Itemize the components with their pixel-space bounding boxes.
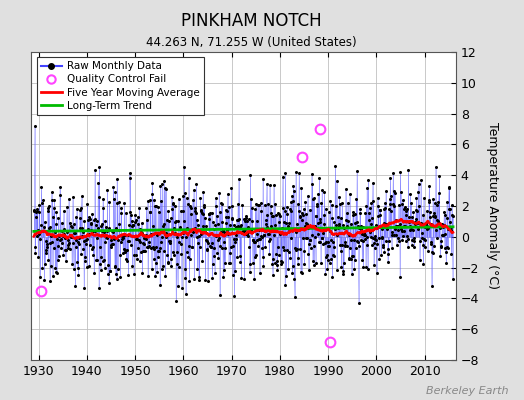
Text: PINKHAM NOTCH: PINKHAM NOTCH: [181, 12, 322, 30]
Text: Berkeley Earth: Berkeley Earth: [426, 386, 508, 396]
Legend: Raw Monthly Data, Quality Control Fail, Five Year Moving Average, Long-Term Tren: Raw Monthly Data, Quality Control Fail, …: [37, 57, 204, 115]
Text: 44.263 N, 71.255 W (United States): 44.263 N, 71.255 W (United States): [146, 36, 357, 49]
Y-axis label: Temperature Anomaly (°C): Temperature Anomaly (°C): [486, 122, 499, 290]
